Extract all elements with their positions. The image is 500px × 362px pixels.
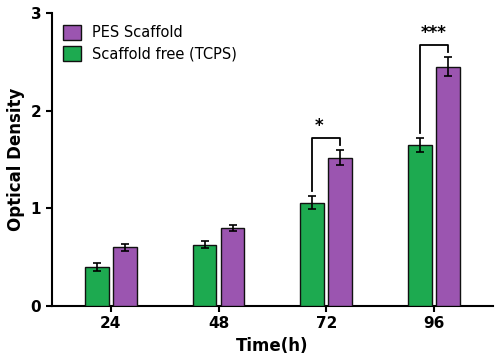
Bar [408,145,432,306]
Bar [436,67,460,306]
X-axis label: Time(h): Time(h) [236,337,308,355]
Bar [85,267,108,306]
Bar [220,228,244,306]
Text: *: * [314,117,323,135]
Bar [113,248,136,306]
Text: ***: *** [421,24,447,42]
Bar [328,157,352,306]
Legend: PES Scaffold, Scaffold free (TCPS): PES Scaffold, Scaffold free (TCPS) [59,20,242,66]
Bar [192,244,216,306]
Bar [300,202,324,306]
Y-axis label: Optical Density: Optical Density [7,88,25,231]
